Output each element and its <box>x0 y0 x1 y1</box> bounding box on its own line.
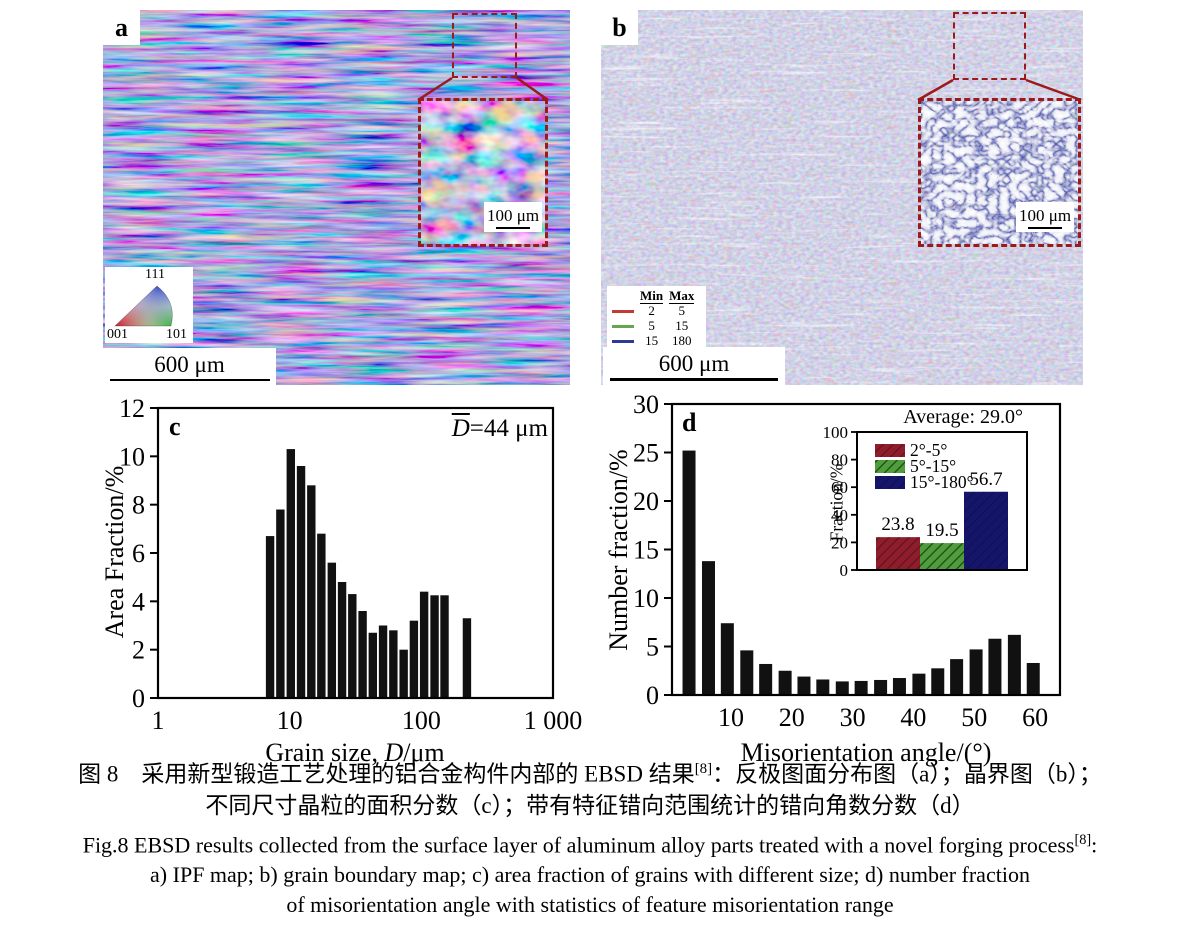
svg-text:23.8: 23.8 <box>881 514 914 535</box>
mean-grain-size-annotation: D=44 μm <box>451 415 548 442</box>
chart-area-fraction: 0 2 4 6 8 10 12 1 10 100 1 000 c D=44 μm Area Frac… <box>100 394 582 780</box>
bars <box>682 450 1040 695</box>
panel-a-scalebar: 600 μm <box>103 348 276 385</box>
legend-min-header: Min <box>640 287 664 304</box>
chart-number-fraction: 0 5 10 15 20 25 30 10 20 30 40 50 60 23.8 19.5 56.7 2°-5… <box>600 390 1080 780</box>
x-axis-label-c: Grain size, D/μm <box>265 738 445 767</box>
inset-connector-lines <box>917 78 1082 102</box>
svg-text:100: 100 <box>402 706 441 735</box>
panel-b-source-region <box>953 12 1026 80</box>
svg-text:56.7: 56.7 <box>969 469 1002 490</box>
panel-b-inset: 100 μm <box>918 98 1081 247</box>
svg-text:10: 10 <box>277 706 303 735</box>
svg-text:0: 0 <box>132 684 145 713</box>
svg-text:20: 20 <box>633 487 659 516</box>
number-fraction-plot: 0 5 10 15 20 25 30 10 20 30 40 50 60 23.8 19.5 56.7 2°-5… <box>633 390 1062 732</box>
panel-a-source-region <box>452 13 517 78</box>
panel-d-label: d <box>682 408 697 437</box>
svg-text:2°-5°: 2°-5° <box>910 440 947 460</box>
inset-connector-lines <box>417 76 549 102</box>
ipf-key-111: 111 <box>145 267 165 282</box>
legend-max-header: Max <box>669 287 695 304</box>
svg-text:30: 30 <box>633 390 659 419</box>
figure-caption: 图 8 采用新型锻造工艺处理的铝合金构件内部的 EBSD 结果[8]：反极图面分… <box>0 754 1180 920</box>
bars <box>265 449 472 698</box>
ipf-key-101: 101 <box>166 327 187 342</box>
legend-line-swatch-red <box>612 310 634 314</box>
caption-zh-line1: 图 8 采用新型锻造工艺处理的铝合金构件内部的 EBSD 结果[8]：反极图面分… <box>78 761 1102 787</box>
svg-text:80: 80 <box>831 451 848 470</box>
boundary-legend: Min Max 2 5 5 15 15 180 <box>607 286 706 350</box>
svg-text:20: 20 <box>779 703 805 732</box>
svg-text:60: 60 <box>1022 703 1048 732</box>
svg-text:20: 20 <box>831 533 848 552</box>
panel-a-inset-scalebar: 100 μm <box>484 202 542 232</box>
svg-text:40: 40 <box>831 506 848 525</box>
y-axis-label-d: Number fraction/% <box>604 449 633 651</box>
ipf-color-key: 111 001 101 <box>105 267 193 343</box>
svg-text:15: 15 <box>633 536 659 565</box>
svg-text:1 000: 1 000 <box>524 706 583 735</box>
ipf-key-001: 001 <box>107 327 128 342</box>
svg-text:4: 4 <box>132 587 145 616</box>
svg-text:0: 0 <box>646 681 659 710</box>
svg-text:5: 5 <box>646 633 659 662</box>
svg-text:5°-15°: 5°-15° <box>910 456 956 476</box>
svg-text:30: 30 <box>840 703 866 732</box>
svg-text:10: 10 <box>633 584 659 613</box>
svg-text:19.5: 19.5 <box>925 520 958 541</box>
svg-text:12: 12 <box>119 394 145 423</box>
caption-en-line3: of misorientation angle with statistics … <box>286 891 894 917</box>
panel-b-label: b <box>601 10 638 45</box>
x-axis-label-d: Misorientation angle/(°) <box>740 738 992 767</box>
area-fraction-plot: 0 2 4 6 8 10 12 1 10 100 1 000 <box>119 394 582 735</box>
panel-b-scalebar: 600 μm <box>603 347 785 385</box>
panel-a-label: a <box>103 10 140 45</box>
svg-text:15°-180°: 15°-180° <box>910 472 974 492</box>
panel-b-grain-boundary-map: b 100 μm Min Max <box>601 10 1083 385</box>
panel-a-inset: 100 μm <box>418 98 548 247</box>
svg-text:1: 1 <box>152 706 165 735</box>
panel-a-ipf-map: a 100 μm 111 001 101 <box>103 10 570 385</box>
average-angle-annotation: Average: 29.0° <box>903 406 1023 428</box>
caption-zh-line2: 不同尺寸晶粒的面积分数（c）；带有特征错向范围统计的错向角数分数（d） <box>205 792 975 818</box>
svg-text:0: 0 <box>840 561 849 580</box>
svg-text:60: 60 <box>831 478 848 497</box>
ipf-triangle <box>114 285 173 327</box>
svg-text:10: 10 <box>718 703 744 732</box>
svg-text:50: 50 <box>961 703 987 732</box>
panel-b-inset-scalebar: 100 μm <box>1016 202 1074 232</box>
svg-text:100: 100 <box>823 423 849 442</box>
svg-text:2: 2 <box>132 636 145 665</box>
legend-line-swatch-green <box>612 325 634 329</box>
caption-en-line2: a) IPF map; b) grain boundary map; c) ar… <box>150 861 1030 887</box>
svg-text:8: 8 <box>132 491 145 520</box>
legend-line-swatch-blue <box>612 340 634 344</box>
caption-en-line1: Fig.8 EBSD results collected from the su… <box>82 831 1098 857</box>
y-axis-label-c: Area Fraction/% <box>100 465 129 639</box>
svg-text:6: 6 <box>132 539 145 568</box>
svg-text:25: 25 <box>633 439 659 468</box>
y-axis-label-d-inset: Fraction/% <box>826 463 847 542</box>
panel-c-label: c <box>169 412 181 441</box>
svg-text:40: 40 <box>900 703 926 732</box>
svg-text:10: 10 <box>119 442 145 471</box>
